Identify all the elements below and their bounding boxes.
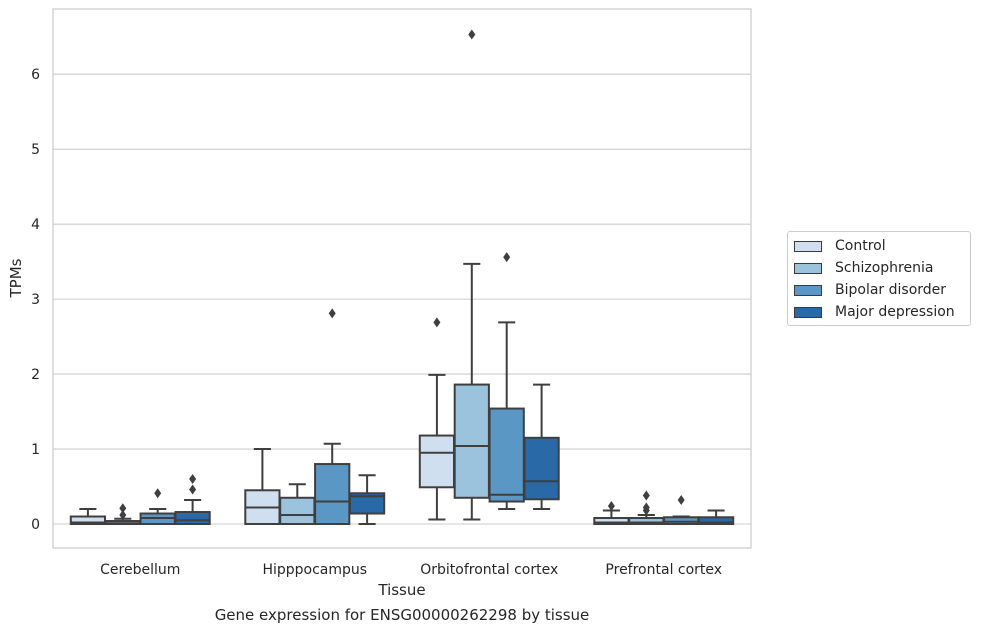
box-plot [279,483,316,526]
y-tick-label: 2 [31,367,40,383]
y-tick-label: 3 [31,292,40,308]
legend-swatch-bipolar-disorder [794,284,822,296]
box-body [174,511,211,526]
outlier-point [328,308,336,319]
box-body [697,516,735,526]
box-body [663,516,700,526]
x-tick-label: Cerebellum [100,562,180,578]
box-body [348,492,386,515]
outlier-point [433,317,441,328]
legend-item-bipolar-disorder: Bipolar disorder [794,280,946,300]
y-tick-label: 6 [31,67,40,83]
outlier-point [607,501,615,512]
x-tick-labels: Cerebellum Hipppocampus Orbitofrontal cort… [100,562,722,578]
legend: Control Schizophrenia Bipolar disorder M… [787,231,971,326]
box-plot [314,308,351,526]
x-axis-label: Tissue [377,581,425,599]
legend-label-major-depression: Major depression [835,304,955,320]
outlier-point [119,503,127,514]
x-tick-label: Prefrontal cortex [605,562,722,578]
outlier-point [677,495,685,506]
box-plot [418,317,456,521]
legend-label-bipolar-disorder: Bipolar disorder [835,282,947,298]
box-body [314,463,351,526]
y-tick-label: 1 [31,442,40,458]
outlier-point [119,510,127,521]
box-body [453,383,490,499]
box-body [279,496,316,526]
box-plot [628,490,665,526]
y-tick-label: 5 [31,142,40,158]
outlier-point [189,484,197,495]
plot-frame [52,8,752,549]
legend-item-control: Control [794,236,886,256]
box-body [418,434,456,489]
box-plot [174,474,211,526]
box-plot [104,503,141,526]
legend-label-schizophrenia: Schizophrenia [835,260,934,276]
legend-label-control: Control [835,238,886,254]
outlier-point [642,502,650,513]
outlier-point [503,252,511,263]
outlier-point [468,29,476,40]
box-plot [523,383,560,511]
outlier-point [154,488,162,499]
legend-swatch-schizophrenia [794,262,822,274]
y-tick-labels: 0 1 2 3 4 5 6 [31,67,40,533]
legend-item-schizophrenia: Schizophrenia [794,258,933,278]
legend-item-major-depression: Major depression [794,302,955,322]
box-plot [663,495,700,526]
grid-lines [53,73,751,525]
box-plot [69,508,107,526]
box-plot [488,252,525,511]
outlier-point [642,490,650,501]
y-tick-label: 0 [31,517,40,533]
x-tick-label: Orbitofrontal cortex [420,562,558,578]
y-tick-label: 4 [31,217,40,233]
box-plot [244,448,281,526]
legend-swatch-control [794,240,822,252]
box-plots [69,29,735,526]
box-plot [453,29,490,521]
box-body [523,436,560,501]
legend-swatch-major-depression [794,306,822,318]
chart-caption: Gene expression for ENSG00000262298 by t… [214,606,590,624]
box-plot [348,474,386,526]
x-tick-label: Hipppocampus [262,562,367,578]
box-plot [139,488,176,526]
box-body [488,407,525,503]
outlier-point [189,474,197,485]
y-axis-label: TPMs [7,258,25,298]
box-plot [697,509,735,526]
box-plot [593,501,630,526]
